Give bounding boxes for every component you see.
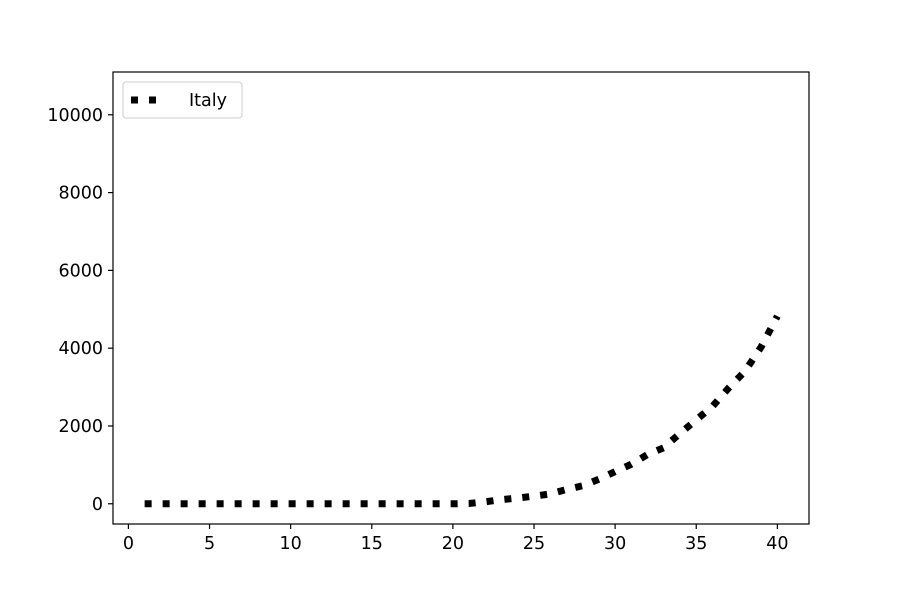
x-tick-label: 30 <box>604 534 626 554</box>
plot-area <box>113 72 809 524</box>
y-tick-label: 0 <box>92 495 103 515</box>
x-axis: 0 5 10 15 20 25 30 35 40 <box>123 524 789 554</box>
y-tick-label: 6000 <box>58 261 103 281</box>
legend-label: Italy <box>189 91 227 111</box>
x-tick-label: 20 <box>442 534 464 554</box>
y-tick-label: 8000 <box>58 184 103 204</box>
legend: Italy <box>122 81 243 119</box>
plot-frame <box>112 71 810 525</box>
x-tick-label: 10 <box>280 534 302 554</box>
series-line-italy <box>144 314 781 508</box>
y-tick-label: 2000 <box>58 417 103 437</box>
series-layer <box>144 314 781 508</box>
y-tick-label: 10000 <box>47 106 103 126</box>
x-tick-label: 5 <box>204 534 215 554</box>
x-tick-label: 0 <box>123 534 134 554</box>
x-tick-label: 40 <box>766 534 788 554</box>
x-tick-label: 35 <box>685 534 707 554</box>
y-tick-label: 4000 <box>58 339 103 359</box>
y-axis: 0 2000 4000 6000 8000 10000 <box>47 106 113 515</box>
x-tick-label: 25 <box>523 534 545 554</box>
x-tick-label: 15 <box>361 534 383 554</box>
legend-box <box>122 81 243 119</box>
